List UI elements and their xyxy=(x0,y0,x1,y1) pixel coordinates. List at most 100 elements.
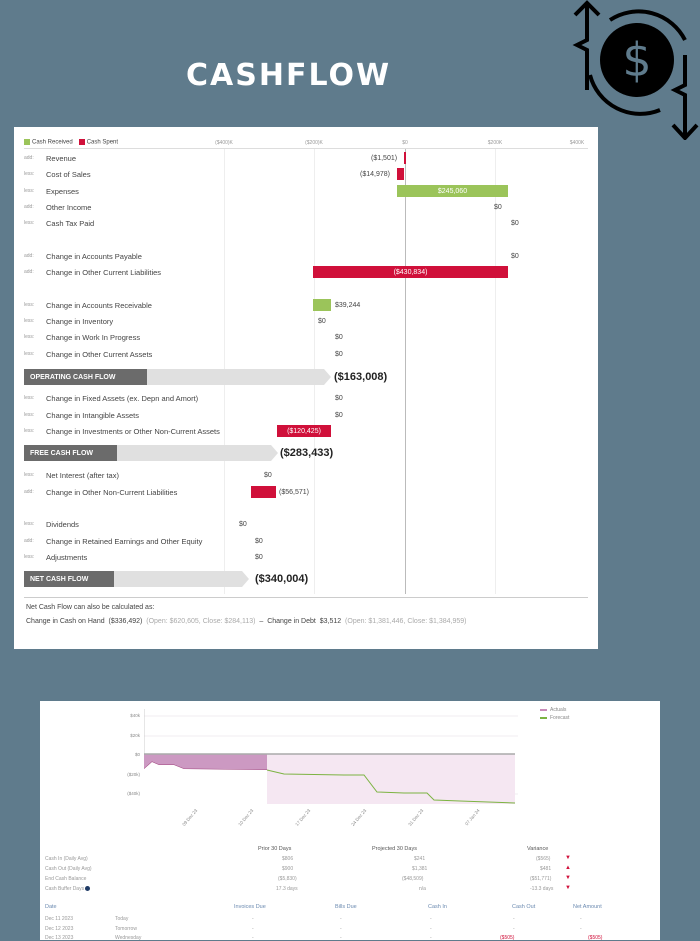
row-label: Change in Investments or Other Non-Curre… xyxy=(46,426,220,436)
net-cash-flow-band: NET CASH FLOW xyxy=(24,571,249,587)
row-value: $0 xyxy=(511,252,519,260)
row-prefix: less: xyxy=(24,318,35,324)
cash-forecast-card: $40k $20k $0 ($20k) ($40k) 09 Dec 23 10 … xyxy=(40,701,660,941)
zero-line xyxy=(405,149,406,594)
bar-other-current-liabilities: ($430,834) xyxy=(313,266,508,278)
waterfall-legend: Cash Received Cash Spent xyxy=(24,139,118,146)
row-value: $0 xyxy=(335,333,343,341)
row-label: Net Interest (after tax) xyxy=(46,470,119,480)
daily-cell: - xyxy=(252,926,254,932)
legend-label: Actuals xyxy=(550,707,567,713)
legend-label: Forecast xyxy=(550,715,570,721)
row-other-non-current-liabilities: add: Change in Other Non-Current Liabilit… xyxy=(24,485,177,499)
row-other-income: add: Other Income xyxy=(24,200,91,214)
free-cash-flow-band: FREE CASH FLOW xyxy=(24,445,278,461)
summary-cell: $1,381 xyxy=(412,866,428,872)
col-header-invoices[interactable]: Invoices Due xyxy=(234,904,266,910)
col-header-bills[interactable]: Bills Due xyxy=(335,904,357,910)
cash-change-detail: (Open: $620,605, Close: $284,113) xyxy=(146,618,256,625)
axis-tick: $0 xyxy=(402,140,408,146)
row-prefix: less: xyxy=(24,171,35,177)
col-header-cash-out[interactable]: Cash Out xyxy=(512,904,536,910)
row-prefix: less: xyxy=(24,428,35,434)
row-label: Adjustments xyxy=(46,552,88,562)
info-icon[interactable] xyxy=(85,886,91,892)
row-intangible-assets: less: Change in Intangible Assets xyxy=(24,408,139,422)
daily-cell: ($505) xyxy=(500,935,515,941)
row-label: Change in Intangible Assets xyxy=(46,410,139,420)
summary-arrow xyxy=(117,445,278,461)
row-value: ($1,501) xyxy=(371,154,398,162)
legend-cash-spent: Cash Spent xyxy=(78,139,118,146)
row-dividends: less: Dividends xyxy=(24,517,79,531)
summary-cell: ($48,509) xyxy=(402,876,424,882)
red-swatch-icon xyxy=(78,139,85,145)
row-label: Change in Retained Earnings and Other Eq… xyxy=(46,536,203,546)
col-header-net[interactable]: Net Amount xyxy=(573,904,602,910)
daily-date: Dec 12 2023 xyxy=(45,926,74,932)
row-prefix: less: xyxy=(24,554,35,560)
axis-tick: ($400)K xyxy=(215,140,233,146)
legend-label: Cash Received xyxy=(32,139,73,146)
row-inventory: less: Change in Inventory xyxy=(24,314,113,328)
row-other-current-liabilities: add: Change in Other Current Liabilities xyxy=(24,265,161,279)
row-label: Change in Other Non-Current Liabilities xyxy=(46,487,178,497)
col-header-variance: Variance xyxy=(527,846,549,852)
row-value: $0 xyxy=(264,471,272,479)
row-revenue: add: Revenue xyxy=(24,151,76,165)
row-label: Change in Accounts Payable xyxy=(46,251,142,261)
daily-day: Today xyxy=(115,916,129,922)
waterfall-chart-card: Cash Received Cash Spent ($400)K ($200)K… xyxy=(14,127,598,649)
svg-text:$: $ xyxy=(622,33,651,87)
col-header-cash-in[interactable]: Cash In xyxy=(428,904,447,910)
row-label: Change in Accounts Receivable xyxy=(46,300,152,310)
row-prefix: add: xyxy=(24,155,34,161)
daily-cell: - xyxy=(430,926,432,932)
summary-row-label: Cash In (Daily Avg) xyxy=(45,856,88,862)
row-investments: less: Change in Investments or Other Non-… xyxy=(24,424,220,438)
daily-cell: ($505) xyxy=(588,935,603,941)
row-retained-earnings: add: Change in Retained Earnings and Othe… xyxy=(24,534,202,548)
line-chart-legend: Actuals Forecast xyxy=(540,707,569,723)
note-text: Net Cash Flow can also be calculated as: xyxy=(26,604,155,611)
debt-change-value: $3,512 xyxy=(319,618,342,625)
green-swatch-icon xyxy=(24,139,30,145)
row-prefix: less: xyxy=(24,521,35,527)
row-value: $0 xyxy=(511,219,519,227)
daily-cell: - xyxy=(580,926,582,932)
daily-cell: - xyxy=(580,916,582,922)
bar-other-non-current-liabilities xyxy=(251,486,276,498)
daily-cell: - xyxy=(252,935,254,941)
legend-actuals[interactable]: Actuals xyxy=(540,707,569,713)
col-header-date[interactable]: Date xyxy=(45,904,57,910)
summary-cell: $481 xyxy=(540,866,552,872)
page-title: CASHFLOW xyxy=(186,58,392,93)
summary-cell: -13.3 days xyxy=(530,886,554,892)
row-value: $0 xyxy=(255,553,263,561)
debt-change-detail: (Open: $1,381,446, Close: $1,384,959) xyxy=(345,618,467,625)
daily-cell: - xyxy=(340,926,342,932)
actuals-swatch-icon xyxy=(540,709,547,711)
row-label: Other Income xyxy=(46,202,92,212)
row-prefix: add: xyxy=(24,538,34,544)
y-tick: $20k xyxy=(130,733,140,738)
bar-accounts-receivable xyxy=(313,299,331,311)
row-prefix: add: xyxy=(24,253,34,259)
row-value: $0 xyxy=(335,411,343,419)
legend-forecast[interactable]: Forecast xyxy=(540,715,569,721)
daily-cell: - xyxy=(340,935,342,941)
minus-operator: – xyxy=(259,618,264,625)
row-label: Change in Other Current Assets xyxy=(46,349,153,359)
row-value: $0 xyxy=(494,203,502,211)
bar-expenses: $245,060 xyxy=(397,185,508,197)
row-fixed-assets: less: Change in Fixed Assets (ex. Depn an… xyxy=(24,391,198,405)
row-label: Change in Other Current Liabilities xyxy=(46,267,162,277)
daily-date: Dec 13 2023 xyxy=(45,935,74,941)
operating-cash-flow-value: ($163,008) xyxy=(334,371,388,383)
summary-label: NET CASH FLOW xyxy=(24,571,121,587)
operating-cash-flow-band: OPERATING CASH FLOW xyxy=(24,369,331,385)
trend-down-icon: ▼ xyxy=(565,885,571,891)
free-cash-flow-value: ($283,433) xyxy=(280,447,334,459)
summary-label: OPERATING CASH FLOW xyxy=(24,369,154,385)
row-value: $0 xyxy=(318,317,326,325)
